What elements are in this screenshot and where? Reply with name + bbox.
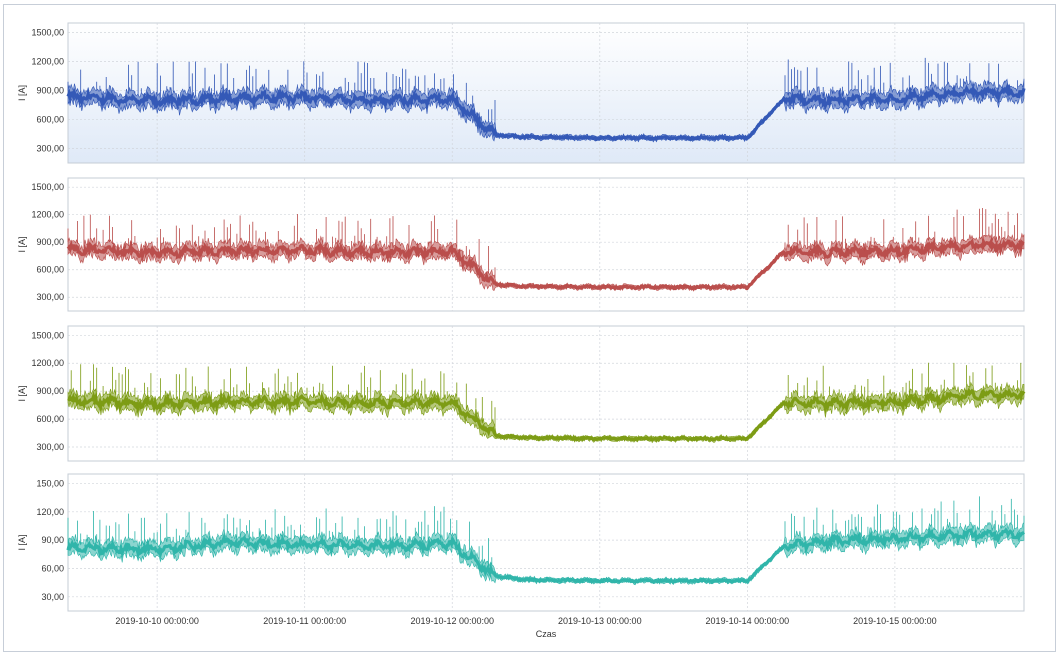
y-tick-label: 150,00 [36,478,64,488]
y-axis-label: I [A] [17,385,27,401]
series-spikes [67,208,1025,279]
series-spikes [70,362,1022,428]
chart-panel-3: 1500,00 1200,00 900,00 600,00 300,00 I [A] [17,325,1026,462]
series-band [67,381,1025,444]
y-tick-label: 90,00 [41,535,64,545]
series-line [66,526,1026,584]
y-axis-label: I [A] [17,534,27,550]
y-tick-label: 300,00 [36,144,64,154]
series-line [66,83,1026,142]
x-tick-label: 2019-10-10 00:00:00 [115,616,199,626]
series-spikes [67,496,1025,567]
series-line [67,387,1026,442]
y-tick-label: 120,00 [36,507,64,517]
y-tick-label: 1200,00 [31,210,64,220]
y-tick-label: 300,00 [36,292,64,302]
series-spikes [67,57,1018,122]
chart-panel-2: 1500,00 1200,00 900,00 600,00 300,00 I [A] [17,177,1025,312]
x-tick-label: 2019-10-12 00:00:00 [410,616,494,626]
series-band [67,521,1025,586]
y-tick-label: 900,00 [36,237,64,247]
y-axis-label: I [A] [17,85,27,101]
y-tick-label: 300,00 [36,442,64,452]
x-tick-label: 2019-10-14 00:00:00 [706,616,790,626]
y-tick-label: 900,00 [36,86,64,96]
y-tick-label: 30,00 [41,592,64,602]
y-tick-label: 600,00 [36,115,64,125]
y-tick-label: 1200,00 [31,358,64,368]
x-tick-label: 2019-10-11 00:00:00 [263,616,346,626]
chart-panel-4: 150,00 120,00 90,00 60,00 30,00 I [A] 2019-10-… [17,473,1026,639]
y-tick-label: 1500,00 [31,330,64,340]
series-line [66,236,1025,291]
y-tick-label: 600,00 [36,414,64,424]
y-tick-label: 1500,00 [31,28,64,38]
y-tick-label: 60,00 [41,563,64,573]
y-tick-label: 1200,00 [31,57,64,67]
x-axis-label: Czas [536,629,557,639]
y-axis-label: I [A] [17,236,27,252]
y-tick-label: 900,00 [36,386,64,396]
y-tick-label: 600,00 [36,265,64,275]
x-tick-label: 2019-10-13 00:00:00 [558,616,642,626]
y-tick-label: 1500,00 [31,182,64,192]
x-tick-label: 2019-10-15 00:00:00 [853,616,937,626]
chart-panel-1: 1500,00 1200,00 900,00 600,00 300,00 I [A] [17,22,1026,164]
